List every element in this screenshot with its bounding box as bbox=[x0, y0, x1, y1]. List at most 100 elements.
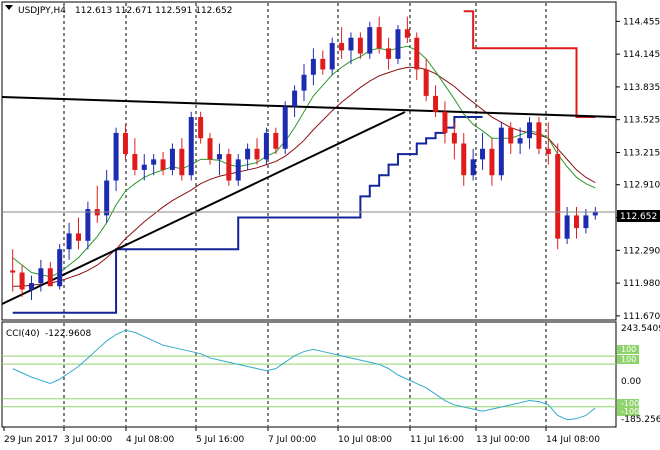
candle-body bbox=[254, 148, 260, 160]
candle bbox=[348, 32, 354, 65]
candle bbox=[386, 37, 392, 70]
candle bbox=[28, 275, 34, 301]
price-tick-label: 113.525 bbox=[623, 116, 660, 126]
time-tick-label: 29 Jun 2017 bbox=[4, 435, 58, 445]
candle bbox=[536, 117, 542, 155]
candle bbox=[188, 111, 194, 181]
candle bbox=[169, 143, 175, 176]
candle bbox=[423, 58, 429, 102]
candle bbox=[310, 48, 316, 86]
candle-body bbox=[545, 148, 551, 155]
candle bbox=[273, 127, 279, 155]
candle-body bbox=[310, 58, 316, 75]
candle-body bbox=[132, 154, 138, 170]
candle bbox=[470, 148, 476, 181]
candle-body bbox=[292, 90, 298, 107]
candle-body bbox=[122, 132, 128, 155]
cci-level-tag bbox=[617, 345, 639, 354]
candle-body bbox=[395, 29, 401, 59]
candle bbox=[545, 122, 551, 165]
candle-body bbox=[188, 117, 194, 176]
candle bbox=[226, 148, 232, 186]
candle-body bbox=[66, 233, 72, 250]
candle bbox=[461, 132, 467, 186]
cci-line-group bbox=[12, 329, 596, 421]
time-axis[interactable]: 29 Jun 2017 3 Jul 00:00 4 Jul 08:00 5 Jul 1… bbox=[3, 427, 600, 445]
candle bbox=[395, 25, 401, 65]
candle bbox=[414, 32, 420, 81]
candle-body bbox=[480, 148, 486, 160]
candle bbox=[263, 127, 269, 165]
candle-body bbox=[282, 106, 288, 149]
trendline-rising[interactable] bbox=[1, 111, 406, 305]
candlesticks bbox=[2, 16, 616, 301]
candle-body bbox=[423, 69, 429, 96]
candle bbox=[132, 138, 138, 176]
current-price-tag bbox=[617, 210, 660, 222]
time-tick-label: 10 Jul 08:00 bbox=[338, 435, 392, 445]
candle bbox=[527, 117, 533, 149]
candle bbox=[160, 151, 166, 176]
candle-body bbox=[564, 215, 570, 239]
candle-body bbox=[442, 111, 448, 133]
cci-pane-bg bbox=[1, 321, 617, 428]
candle-body bbox=[57, 249, 63, 287]
cci-level-tag bbox=[617, 399, 639, 408]
candle bbox=[583, 209, 589, 234]
candle-body bbox=[38, 268, 44, 284]
stop-line-red bbox=[463, 10, 596, 119]
candle-body bbox=[357, 37, 363, 54]
ma-fast-line bbox=[12, 45, 596, 278]
candle bbox=[433, 85, 439, 118]
candle bbox=[141, 154, 147, 181]
candle-body bbox=[574, 215, 580, 229]
candle-body bbox=[517, 138, 523, 144]
candle bbox=[38, 259, 44, 292]
price-axis[interactable]: 114.455 114.145 113.835 113.525 113.215 112.9… bbox=[616, 17, 660, 322]
candle-body bbox=[113, 132, 119, 181]
candle bbox=[564, 206, 570, 244]
candle-body bbox=[339, 43, 345, 51]
cci-tick-label: 100 bbox=[621, 345, 636, 354]
candle bbox=[66, 222, 72, 260]
candle-body bbox=[104, 180, 110, 216]
cci-tick-label: 0.00 bbox=[621, 377, 641, 387]
candle-body bbox=[75, 233, 81, 241]
candle bbox=[104, 169, 110, 223]
candle-body bbox=[555, 154, 561, 239]
trendline-horizontal[interactable] bbox=[1, 96, 617, 118]
candle bbox=[517, 127, 523, 155]
time-tick-label: 11 Jul 16:00 bbox=[410, 435, 464, 445]
time-tick-label: 14 Jul 08:00 bbox=[546, 435, 600, 445]
stop-lines bbox=[12, 10, 596, 314]
candle-body bbox=[498, 127, 504, 176]
candle-body bbox=[583, 215, 589, 229]
ohlc-label: 112.613 112.671 112.591 112.652 bbox=[75, 6, 232, 16]
cci-line bbox=[12, 329, 596, 421]
candle bbox=[555, 143, 561, 250]
cci-tick-label: 243.5409 bbox=[621, 324, 660, 334]
candle bbox=[113, 127, 119, 192]
candle-body bbox=[451, 132, 457, 144]
candle bbox=[122, 124, 128, 160]
candle bbox=[216, 143, 222, 176]
candle-body bbox=[28, 283, 34, 290]
candle-body bbox=[527, 122, 533, 139]
candle bbox=[198, 111, 204, 144]
candle-body bbox=[489, 148, 495, 176]
candle-body bbox=[245, 148, 251, 160]
vertical-grid bbox=[63, 3, 547, 426]
candle bbox=[498, 122, 504, 181]
candle-body bbox=[235, 159, 241, 181]
candle-body bbox=[536, 122, 542, 149]
candle-body bbox=[169, 148, 175, 170]
candle bbox=[292, 85, 298, 118]
time-tick-label: 3 Jul 00:00 bbox=[64, 435, 113, 445]
cci-level-tag bbox=[617, 407, 639, 416]
price-tick-label: 111.670 bbox=[623, 312, 660, 322]
time-tick-label: 4 Jul 08:00 bbox=[126, 435, 175, 445]
candle bbox=[404, 16, 410, 44]
